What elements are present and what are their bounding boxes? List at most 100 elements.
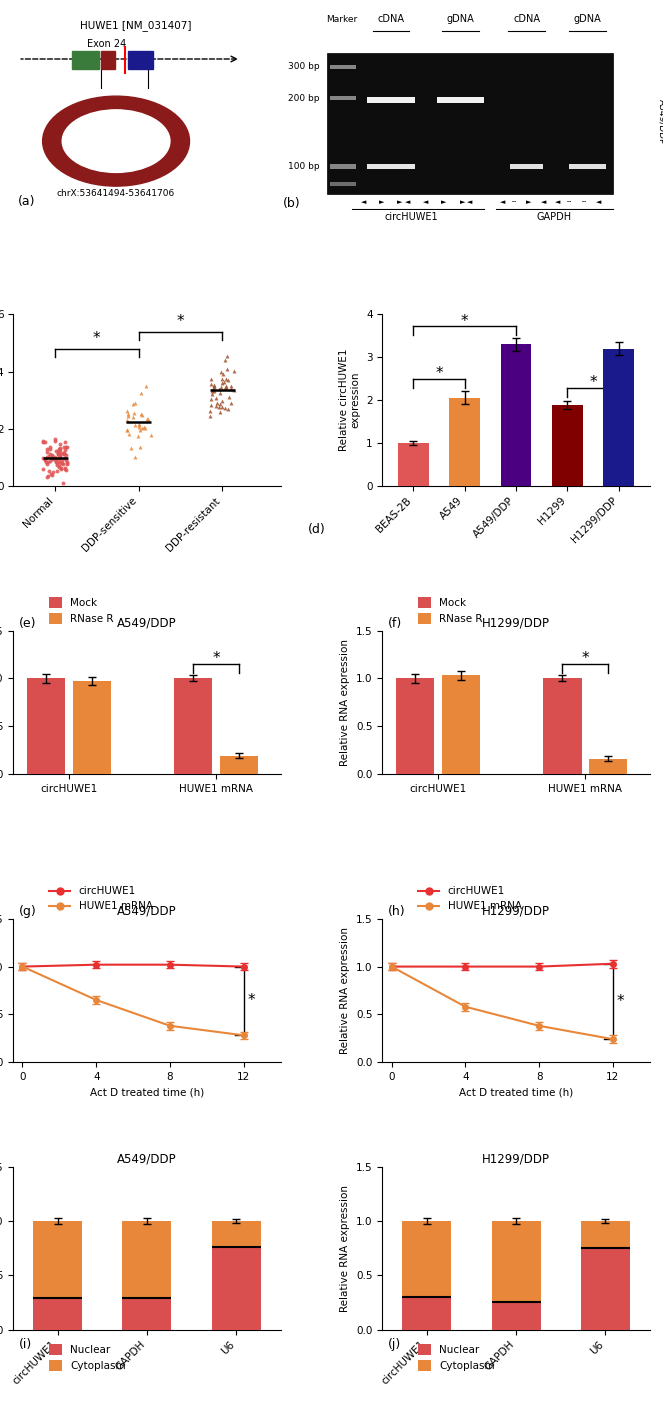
Bar xyxy=(123,1299,172,1330)
Point xyxy=(37,430,48,453)
Point xyxy=(134,413,145,436)
Text: ◄: ◄ xyxy=(595,199,601,205)
Point xyxy=(215,381,225,403)
Point xyxy=(58,443,69,465)
Point xyxy=(124,422,135,444)
Text: HUWE1 [NM_031407]: HUWE1 [NM_031407] xyxy=(80,20,192,31)
Point xyxy=(221,375,231,398)
Point xyxy=(206,373,216,395)
Point xyxy=(58,443,68,465)
Text: *: * xyxy=(435,366,443,381)
Point xyxy=(42,453,52,475)
Point xyxy=(225,378,236,401)
Bar xyxy=(543,678,581,773)
Text: ╌: ╌ xyxy=(581,199,586,205)
Point xyxy=(129,446,140,468)
Point xyxy=(45,464,56,486)
Point xyxy=(52,443,63,465)
Point xyxy=(57,472,68,495)
Point xyxy=(222,368,233,391)
Bar xyxy=(220,755,259,773)
Point xyxy=(215,375,226,398)
Point xyxy=(50,448,61,471)
Y-axis label: Relative RNA expression: Relative RNA expression xyxy=(340,1185,351,1311)
Point xyxy=(55,446,66,468)
Point xyxy=(41,441,52,464)
Point xyxy=(40,448,50,471)
Point xyxy=(211,395,221,417)
Title: A549/DDP: A549/DDP xyxy=(117,905,177,918)
Bar xyxy=(398,443,428,486)
Point xyxy=(205,401,215,423)
Text: ◄: ◄ xyxy=(404,199,410,205)
FancyBboxPatch shape xyxy=(330,95,356,101)
Point xyxy=(60,439,71,461)
Point xyxy=(40,451,51,474)
Point xyxy=(46,447,57,469)
Y-axis label: Relative RNA expression: Relative RNA expression xyxy=(340,927,351,1054)
X-axis label: Act D treated time (h): Act D treated time (h) xyxy=(90,1087,204,1097)
Point xyxy=(50,430,60,453)
Point xyxy=(54,455,64,478)
Point xyxy=(218,371,229,394)
Bar xyxy=(402,1222,452,1297)
Legend: Nuclear, Cytoplasm: Nuclear, Cytoplasm xyxy=(414,1341,499,1376)
Text: ◄: ◄ xyxy=(540,199,546,205)
Point xyxy=(38,458,48,481)
Point xyxy=(48,461,58,483)
Point xyxy=(55,457,66,479)
Ellipse shape xyxy=(42,97,190,186)
FancyBboxPatch shape xyxy=(129,52,152,69)
Point xyxy=(44,443,55,465)
Title: H1299/DDP: H1299/DDP xyxy=(482,616,550,629)
Point xyxy=(143,408,154,430)
Point xyxy=(44,436,55,458)
Point xyxy=(54,455,64,478)
Text: gDNA: gDNA xyxy=(573,14,601,24)
Text: cDNA: cDNA xyxy=(377,14,404,24)
Text: (a): (a) xyxy=(18,195,36,207)
Point xyxy=(205,405,215,427)
Point xyxy=(136,403,147,426)
Point xyxy=(145,425,156,447)
Point xyxy=(50,427,60,450)
Text: gDNA: gDNA xyxy=(447,14,475,24)
Text: ►: ► xyxy=(379,199,385,205)
Point xyxy=(137,403,147,426)
Text: (i): (i) xyxy=(19,1338,32,1351)
Point xyxy=(223,398,233,420)
Point xyxy=(215,361,226,384)
Point xyxy=(45,450,56,472)
Point xyxy=(57,448,68,471)
Point xyxy=(41,439,52,461)
Text: (j): (j) xyxy=(388,1338,401,1351)
Bar xyxy=(27,678,65,773)
Point xyxy=(60,430,71,453)
Point xyxy=(213,395,224,417)
Legend: Nuclear, Cytoplasm: Nuclear, Cytoplasm xyxy=(45,1341,130,1376)
Text: ╌: ╌ xyxy=(567,199,571,205)
Y-axis label: Relative RNA expression: Relative RNA expression xyxy=(340,639,351,766)
Point xyxy=(214,401,225,423)
Point xyxy=(54,437,65,460)
Bar xyxy=(402,1297,452,1330)
Point xyxy=(206,368,216,391)
Point xyxy=(52,440,63,462)
Point xyxy=(56,458,66,481)
Point xyxy=(57,453,68,475)
Point xyxy=(207,384,217,406)
Text: ◄: ◄ xyxy=(555,199,561,205)
Point xyxy=(217,371,227,394)
Point xyxy=(123,405,133,427)
Point xyxy=(52,460,62,482)
Bar xyxy=(33,1299,82,1330)
Bar xyxy=(603,349,634,486)
FancyBboxPatch shape xyxy=(101,52,115,69)
Point xyxy=(50,447,60,469)
Point xyxy=(58,453,68,475)
Bar xyxy=(442,675,480,773)
Point xyxy=(140,416,151,439)
Legend: circHUWE1, HUWE1 mRNA: circHUWE1, HUWE1 mRNA xyxy=(45,883,156,915)
FancyBboxPatch shape xyxy=(367,97,415,104)
Text: chrX:53641494-53641706: chrX:53641494-53641706 xyxy=(57,189,175,198)
